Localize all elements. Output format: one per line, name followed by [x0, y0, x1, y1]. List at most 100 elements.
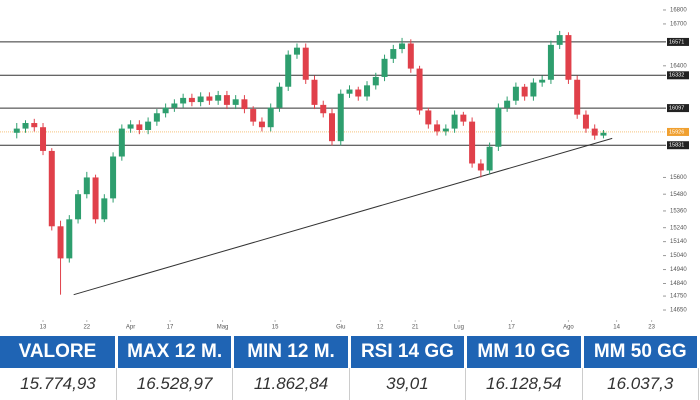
level-tag: [667, 71, 689, 80]
x-tick-label: 21: [412, 325, 419, 331]
candle-body: [171, 103, 178, 108]
candle-body: [241, 99, 248, 110]
y-tick-label: 15480: [670, 192, 687, 198]
candle-body: [31, 123, 38, 128]
candle-body: [118, 128, 125, 157]
candle-body: [547, 44, 554, 80]
candle-body: [381, 58, 388, 77]
candle-body: [40, 127, 47, 151]
last-price-tag: [667, 127, 689, 136]
candle-body: [232, 99, 239, 105]
candle-body: [57, 226, 64, 259]
level-label: 16097: [669, 106, 684, 112]
candle-body: [346, 89, 353, 94]
x-tick-label: Ago: [563, 325, 574, 331]
candle-body: [75, 194, 82, 220]
candle-body: [337, 93, 344, 142]
column-header: VALORE: [0, 336, 118, 368]
level-label: 16332: [669, 73, 684, 79]
cell-value: 15.774,93: [0, 368, 117, 400]
candle-body: [504, 100, 511, 108]
x-tick-label: 14: [613, 325, 620, 331]
candle-body: [539, 79, 546, 83]
candle-body: [267, 107, 274, 128]
candle-body: [364, 85, 371, 97]
y-tick-label: 15240: [670, 225, 687, 231]
x-tick-label: Apr: [126, 325, 135, 331]
x-tick-label: 15: [272, 325, 279, 331]
cell-value: 16.128,54: [465, 368, 583, 400]
candle-body: [565, 35, 572, 80]
candle-body: [180, 97, 187, 104]
candle-body: [83, 177, 90, 195]
candle-body: [320, 104, 327, 114]
column-header: MM 50 GG: [582, 336, 700, 368]
cell-value: 39,01: [349, 368, 467, 400]
candle-body: [390, 49, 397, 59]
candle-body: [425, 110, 432, 125]
level-tag: [667, 37, 689, 46]
x-tick-label: Giu: [336, 325, 345, 331]
y-tick-label: 16800: [670, 8, 687, 14]
y-tick-label: 16400: [670, 63, 687, 69]
chart: 16800 16700 16400 15600 15480 15360 15240 15140…: [0, 8, 689, 331]
candle-body: [215, 95, 222, 101]
candle-body: [162, 107, 169, 114]
level-label: 15831: [669, 143, 684, 149]
candle-body: [329, 113, 335, 142]
candle-body: [302, 47, 309, 80]
candle-body: [22, 123, 29, 129]
candle-body: [355, 89, 362, 97]
trendline: [73, 137, 613, 296]
candle-body: [574, 79, 581, 115]
column-header: RSI 14 GG: [349, 336, 468, 368]
level-label: 16571: [669, 39, 684, 45]
candle-body: [92, 177, 99, 220]
candle-body: [153, 113, 160, 122]
candle-body: [530, 82, 537, 97]
candle-body: [556, 35, 563, 45]
candle-body: [600, 132, 607, 136]
candle-body: [311, 79, 318, 105]
candle-body: [127, 124, 134, 129]
candle-body: [582, 114, 589, 129]
candle-body: [66, 219, 73, 259]
candle-body: [101, 198, 108, 220]
candle-body: [110, 156, 117, 199]
candle-body: [495, 107, 502, 147]
y-tick-label: 15040: [670, 253, 687, 259]
candle-body: [442, 128, 449, 132]
level-tag: [667, 141, 689, 150]
candle-body: [285, 54, 292, 87]
cell-value: 16.528,97: [116, 368, 234, 400]
candle-body: [250, 109, 257, 122]
last-price-label: 15926: [669, 129, 684, 135]
cell-value: 11.862,84: [232, 368, 350, 400]
y-tick-label: 16700: [670, 22, 687, 28]
candle-body: [145, 121, 152, 130]
x-tick-label: 22: [83, 325, 90, 331]
candle-body: [197, 96, 204, 103]
candle-body: [13, 128, 20, 133]
y-tick-label: 14750: [670, 294, 687, 300]
x-tick-label: 12: [377, 325, 384, 331]
x-tick-label: 17: [508, 325, 515, 331]
stats-table: VALORE MAX 12 M. MIN 12 M. RSI 14 GG MM 10 G…: [0, 336, 700, 400]
candle-body: [136, 124, 143, 130]
level-tag: [667, 104, 689, 113]
y-tick-label: 15360: [670, 209, 687, 215]
candle-body: [469, 121, 476, 164]
candle-body: [512, 86, 519, 101]
x-tick-label: 13: [40, 325, 47, 331]
candle-body: [258, 121, 265, 128]
y-tick-label: 14940: [670, 267, 687, 273]
candle-body: [276, 86, 283, 108]
candle-body: [477, 163, 484, 171]
x-tick-label: Mag: [217, 325, 229, 331]
candle-body: [451, 114, 458, 129]
candle-body: [416, 68, 423, 111]
candle-body: [486, 146, 493, 171]
candle-body: [460, 114, 467, 122]
header-row: VALORE MAX 12 M. MIN 12 M. RSI 14 GG MM 10 G…: [0, 336, 700, 368]
column-header: MM 10 GG: [465, 336, 584, 368]
